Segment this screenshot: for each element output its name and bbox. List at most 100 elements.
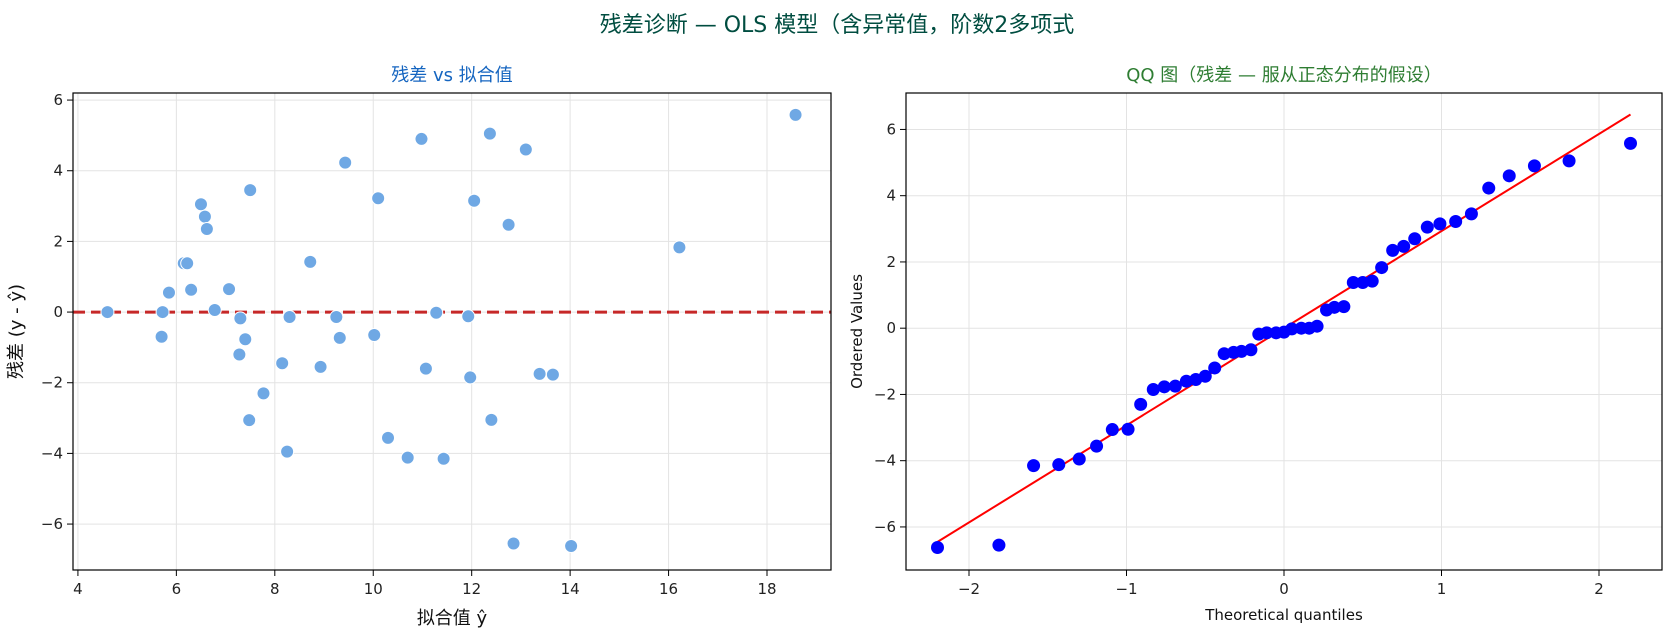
data-point (1157, 380, 1171, 394)
data-point (1208, 361, 1222, 375)
data-point (429, 305, 444, 320)
data-point (332, 330, 347, 345)
data-point (275, 356, 290, 371)
data-point (400, 450, 415, 465)
data-point (1624, 136, 1637, 150)
data-point (467, 193, 482, 208)
x-tick-label: 10 (364, 580, 383, 598)
x-axis-label: 拟合值 ŷ (417, 608, 488, 629)
data-point (1449, 215, 1463, 229)
data-point (1244, 343, 1258, 357)
x-tick-label: −2 (958, 580, 980, 598)
data-point (1386, 243, 1400, 257)
data-point (199, 222, 214, 237)
data-point (436, 451, 451, 466)
y-tick-label: −2 (874, 385, 896, 403)
data-point (1337, 300, 1351, 314)
data-point (243, 183, 258, 198)
data-point (1502, 169, 1516, 183)
data-point (242, 413, 257, 428)
data-point (1146, 382, 1160, 396)
x-tick-label: 18 (757, 580, 776, 598)
y-tick-label: 6 (886, 120, 896, 138)
x-tick-label: 8 (270, 580, 280, 598)
y-tick-label: 4 (53, 162, 63, 180)
data-point (931, 540, 944, 554)
data-point (1375, 261, 1389, 275)
qq-plot-panel: QQ 图（残差 — 服从正态分布的假设） −2 −1 0 1 2 −6 −4 −2 0 2 4 6 The… (848, 65, 1663, 624)
data-point (238, 332, 253, 347)
data-point (1105, 423, 1119, 437)
data-point (1346, 275, 1360, 289)
data-point (367, 328, 382, 343)
y-tick-label: −2 (41, 374, 63, 392)
data-point (1121, 422, 1135, 436)
x-tick-label: 1 (1437, 580, 1447, 598)
data-point (564, 538, 579, 553)
data-point (672, 240, 687, 255)
data-point (1527, 159, 1541, 173)
data-point (1072, 452, 1086, 466)
y-tick-label: 0 (53, 303, 63, 321)
data-point (1433, 217, 1447, 231)
x-tick-label: 6 (172, 580, 182, 598)
data-point (1464, 207, 1478, 221)
panel-title: 残差 vs 拟合值 (391, 65, 512, 86)
x-tick-label: 16 (659, 580, 678, 598)
x-tick-label: 4 (73, 580, 83, 598)
data-point (788, 107, 803, 122)
data-point (1260, 326, 1274, 340)
data-point (184, 282, 199, 297)
data-point (193, 197, 208, 212)
y-tick-label: 0 (886, 319, 896, 337)
data-point (418, 361, 433, 376)
data-point (506, 536, 521, 551)
data-point (197, 209, 212, 224)
x-tick-label: −1 (1115, 580, 1137, 598)
data-point (1365, 274, 1379, 288)
x-tick-label: 14 (561, 580, 580, 598)
data-point (1562, 154, 1576, 168)
data-point (1198, 369, 1212, 383)
y-tick-label: −4 (41, 444, 63, 462)
data-point (463, 370, 478, 385)
data-point (545, 367, 560, 382)
data-point (501, 217, 516, 232)
x-tick-label: 0 (1279, 580, 1289, 598)
x-axis-label: Theoretical quantiles (1204, 606, 1363, 624)
data-point (233, 311, 248, 326)
y-axis-label: Ordered Values (848, 274, 866, 389)
data-point (992, 538, 1006, 552)
data-point (256, 386, 271, 401)
data-point (518, 142, 533, 157)
data-point (338, 155, 353, 170)
data-point (1027, 459, 1041, 473)
data-point (1134, 397, 1148, 411)
y-tick-label: 2 (53, 232, 63, 250)
x-tick-label: 12 (462, 580, 481, 598)
y-tick-label: −6 (874, 518, 896, 536)
data-point (1420, 220, 1434, 234)
y-axis-label: 残差 (y - ŷ) (6, 284, 27, 379)
data-point (161, 285, 176, 300)
figure-suptitle: 残差诊断 — OLS 模型（含异常值，阶数2多项式 (600, 13, 1075, 38)
data-point (1327, 300, 1341, 314)
data-point (232, 347, 247, 362)
data-point (461, 309, 476, 324)
data-point (1310, 319, 1324, 333)
y-tick-label: 4 (886, 187, 896, 205)
panel-title: QQ 图（残差 — 服从正态分布的假设） (1126, 65, 1442, 86)
y-tick-label: −4 (874, 452, 896, 470)
data-point (313, 359, 328, 374)
data-point (155, 305, 170, 320)
data-point (154, 329, 169, 344)
data-point (1285, 322, 1299, 336)
y-tick-label: −6 (41, 515, 63, 533)
data-point (282, 310, 297, 325)
data-point (1052, 458, 1066, 472)
data-point (329, 310, 344, 325)
data-point (280, 444, 295, 459)
data-point (381, 430, 396, 445)
x-tick-label: 2 (1594, 580, 1604, 598)
